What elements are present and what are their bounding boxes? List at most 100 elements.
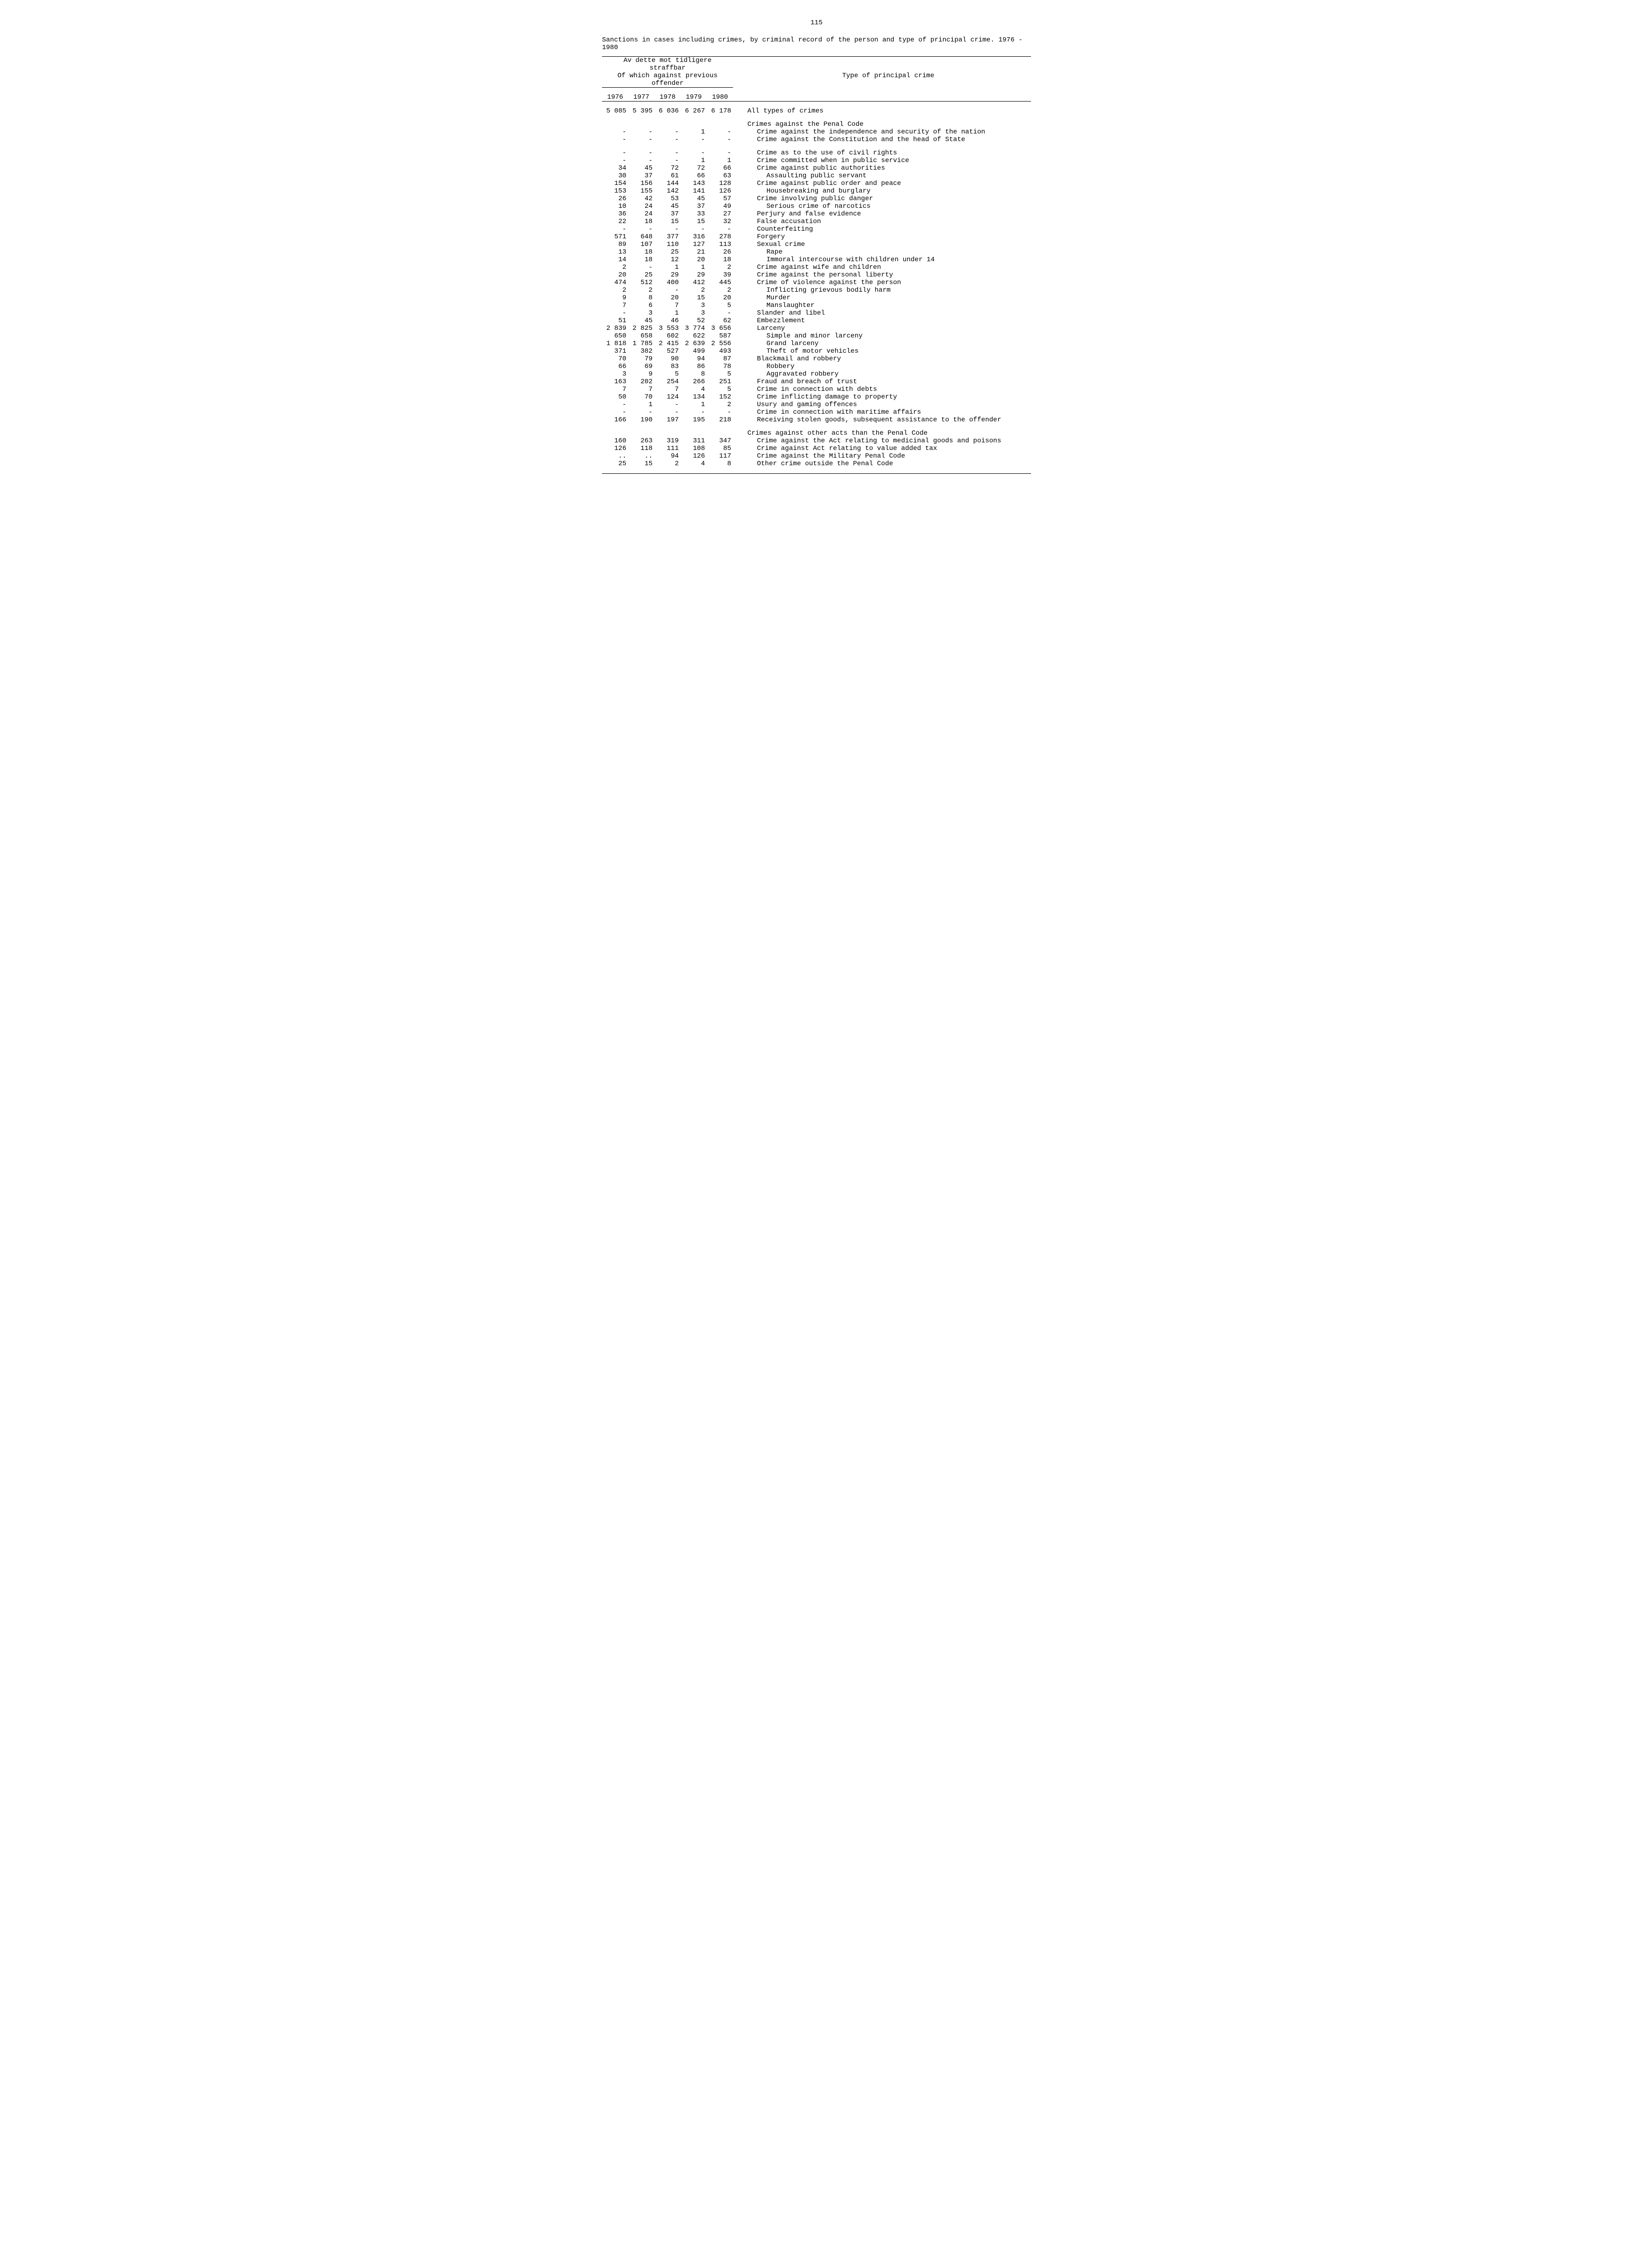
data-cell: 7 [602, 302, 628, 309]
data-cell: .. [602, 452, 628, 460]
data-cell: 15 [681, 294, 707, 302]
table-row: 163202254266251Fraud and breach of trust [602, 378, 1031, 386]
data-cell: 34 [602, 164, 628, 172]
data-cell: - [602, 225, 628, 233]
data-cell: 7 [602, 386, 628, 393]
row-label: Inflicting grievous bodily harm [733, 286, 1031, 294]
header-group-line3: Of which against previous [602, 72, 733, 80]
data-cell: 107 [628, 241, 654, 248]
data-cell: 319 [654, 437, 681, 445]
data-cell: 1 [654, 309, 681, 317]
table-row: -----Crime in connection with maritime a… [602, 409, 1031, 416]
year-header: 1977 [628, 93, 654, 102]
data-cell: 127 [681, 241, 707, 248]
data-cell: 124 [654, 393, 681, 401]
data-cell: - [628, 149, 654, 157]
data-cell: 37 [628, 172, 654, 180]
table-row: 5145465262Embezzlement [602, 317, 1031, 325]
data-cell: 622 [681, 332, 707, 340]
data-cell: 13 [602, 248, 628, 256]
data-cell: 24 [628, 210, 654, 218]
data-cell: 251 [707, 378, 733, 386]
data-cell: 4 [681, 460, 707, 468]
data-cell: - [654, 286, 681, 294]
table-row: 2025292939Crime against the personal lib… [602, 271, 1031, 279]
table-row: 22-22Inflicting grievous bodily harm [602, 286, 1031, 294]
data-cell: 3 [628, 309, 654, 317]
row-label: Crimes against the Penal Code [733, 121, 1031, 128]
row-label: Crime against public authorities [733, 164, 1031, 172]
table-row: 7079909487Blackmail and robbery [602, 355, 1031, 363]
data-cell: - [654, 128, 681, 136]
data-cell [681, 121, 707, 128]
data-cell: 10 [602, 203, 628, 210]
data-cell: 89 [602, 241, 628, 248]
data-cell: 1 [681, 401, 707, 409]
data-cell: 46 [654, 317, 681, 325]
data-cell: 24 [628, 203, 654, 210]
data-cell: 648 [628, 233, 654, 241]
data-cell: 143 [681, 180, 707, 187]
data-cell: 311 [681, 437, 707, 445]
data-cell: 5 [707, 302, 733, 309]
data-cell: 5 395 [628, 107, 654, 115]
data-cell: - [628, 264, 654, 271]
data-cell: 126 [707, 187, 733, 195]
data-cell: 45 [681, 195, 707, 203]
data-cell: 6 [628, 302, 654, 309]
data-cell: 3 774 [681, 325, 707, 332]
row-label: Simple and minor larceny [733, 332, 1031, 340]
data-table: Av dette mot tidligere straffbar Of whic… [602, 56, 1031, 474]
data-cell [654, 121, 681, 128]
data-cell: 1 [681, 128, 707, 136]
data-cell: 266 [681, 378, 707, 386]
header-group-line4: offender [602, 80, 733, 88]
table-row: 5 0855 3956 0366 2676 178All types of cr… [602, 107, 1031, 115]
data-cell: 1 785 [628, 340, 654, 347]
data-cell: 66 [681, 172, 707, 180]
data-cell: 412 [681, 279, 707, 286]
data-cell: 20 [654, 294, 681, 302]
data-cell: 527 [654, 347, 681, 355]
row-label: Crime against the Military Penal Code [733, 452, 1031, 460]
data-cell: 1 [681, 264, 707, 271]
data-cell: 66 [602, 363, 628, 370]
data-cell: 26 [707, 248, 733, 256]
data-cell: 160 [602, 437, 628, 445]
data-cell: 587 [707, 332, 733, 340]
data-cell: 1 [681, 157, 707, 164]
data-cell: 166 [602, 416, 628, 424]
data-cell: - [654, 149, 681, 157]
data-cell: - [628, 157, 654, 164]
data-cell: 128 [707, 180, 733, 187]
data-cell: 3 [602, 370, 628, 378]
data-cell: 2 415 [654, 340, 681, 347]
data-cell: 42 [628, 195, 654, 203]
data-cell: 110 [654, 241, 681, 248]
table-row: 2 8392 8253 5533 7743 656Larceny [602, 325, 1031, 332]
data-cell: 50 [602, 393, 628, 401]
data-cell: 3 656 [707, 325, 733, 332]
data-cell: 94 [681, 355, 707, 363]
table-row: 166190197195218Receiving stolen goods, s… [602, 416, 1031, 424]
table-row: 571648377316278Forgery [602, 233, 1031, 241]
data-cell: 6 267 [681, 107, 707, 115]
data-cell: 8 [681, 370, 707, 378]
data-cell: 20 [602, 271, 628, 279]
row-label: Fraud and breach of trust [733, 378, 1031, 386]
data-cell: 53 [654, 195, 681, 203]
data-cell: 62 [707, 317, 733, 325]
data-cell: 87 [707, 355, 733, 363]
row-label: Forgery [733, 233, 1031, 241]
data-cell: - [654, 136, 681, 143]
table-row: 153155142141126Housebreaking and burglar… [602, 187, 1031, 195]
data-cell: - [654, 225, 681, 233]
data-cell [707, 121, 733, 128]
row-label: Grand larceny [733, 340, 1031, 347]
data-cell: 25 [628, 271, 654, 279]
table-row: 39585Aggravated robbery [602, 370, 1031, 378]
data-cell: 30 [602, 172, 628, 180]
data-cell: 36 [602, 210, 628, 218]
data-cell: 3 [681, 302, 707, 309]
data-cell: - [707, 409, 733, 416]
